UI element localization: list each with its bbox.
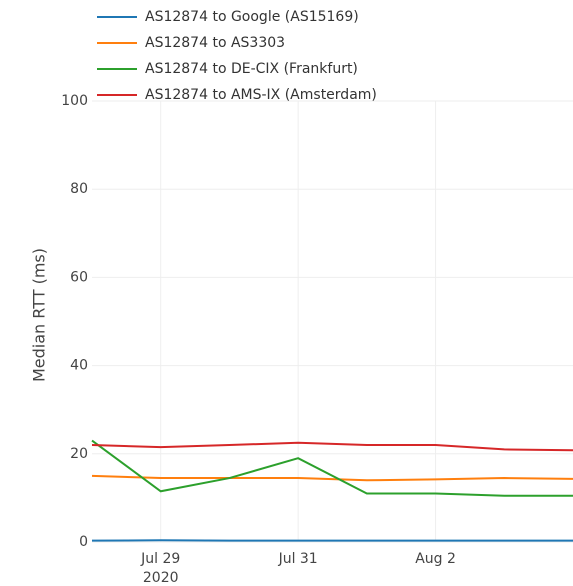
series-line: [91, 441, 573, 452]
x-tick-label: Jul 31: [278, 551, 318, 567]
y-tick-label: 100: [61, 93, 88, 109]
legend-label: AS12874 to DE-CIX (Frankfurt): [145, 61, 358, 77]
series-line: [91, 474, 573, 482]
x-tick-label: Jul 29: [140, 551, 180, 567]
legend: AS12874 to Google (AS15169) AS12874 to AS…: [97, 9, 377, 103]
y-tick-label: 0: [79, 534, 88, 550]
grid: [92, 100, 573, 543]
legend-label: AS12874 to AMS-IX (Amsterdam): [145, 87, 377, 103]
x-tick-label: Aug 2: [415, 551, 456, 567]
y-tick-label: 80: [70, 181, 88, 197]
y-tick-label: 40: [70, 358, 88, 374]
legend-label: AS12874 to AS3303: [145, 35, 285, 51]
y-axis-title: Median RTT (ms): [30, 248, 49, 382]
y-tick-label: 60: [70, 269, 88, 285]
x-tick-sublabel: 2020: [143, 570, 179, 586]
y-tick-label: 20: [70, 446, 88, 462]
series-line: [91, 439, 573, 497]
legend-label: AS12874 to Google (AS15169): [145, 9, 359, 25]
